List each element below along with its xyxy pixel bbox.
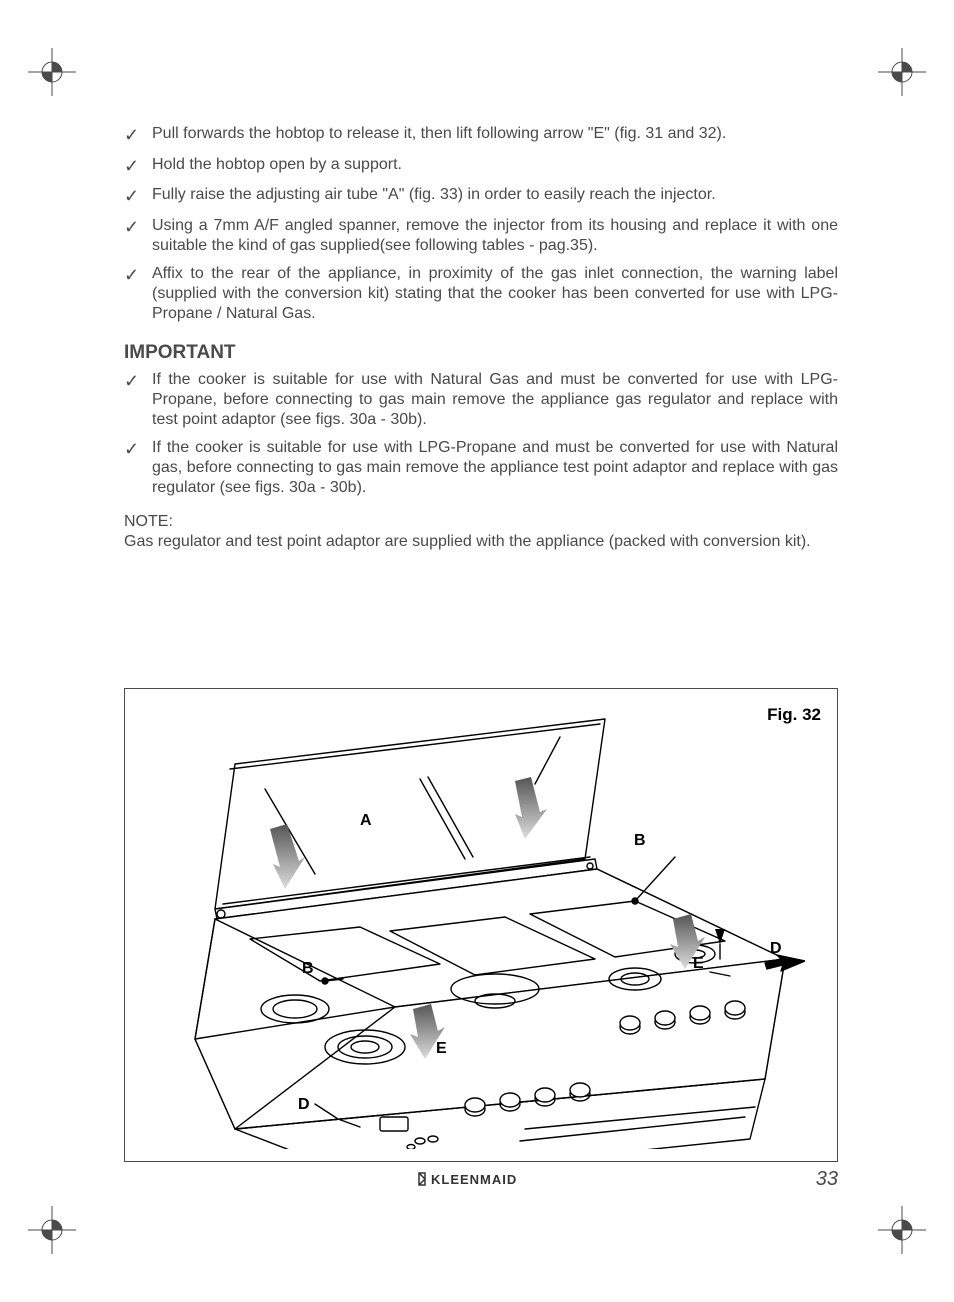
callout-B-left: B bbox=[302, 960, 314, 978]
page-content: ✓Pull forwards the hobtop to release it,… bbox=[124, 124, 838, 552]
callout-B-top: B bbox=[634, 832, 646, 850]
note-block: NOTE: Gas regulator and test point adapt… bbox=[124, 512, 838, 552]
instruction-list-important: ✓If the cooker is suitable for use with … bbox=[124, 370, 838, 498]
check-icon: ✓ bbox=[124, 185, 152, 208]
important-heading: IMPORTANT bbox=[124, 342, 838, 364]
instruction-text: If the cooker is suitable for use with N… bbox=[152, 370, 838, 430]
callout-E-right: E bbox=[693, 955, 704, 973]
check-icon: ✓ bbox=[124, 370, 152, 393]
brand-footer: KLEENMAID bbox=[0, 1170, 954, 1187]
callout-A: A bbox=[360, 812, 372, 830]
instruction-item: ✓Pull forwards the hobtop to release it,… bbox=[124, 124, 838, 147]
instruction-text: Affix to the rear of the appliance, in p… bbox=[152, 264, 838, 324]
callout-D-right: D bbox=[770, 940, 782, 958]
registration-mark-tl bbox=[28, 48, 76, 96]
callout-E-left: E bbox=[436, 1040, 447, 1058]
instruction-item: ✓Affix to the rear of the appliance, in … bbox=[124, 264, 838, 324]
registration-mark-bl bbox=[28, 1206, 76, 1254]
check-icon: ✓ bbox=[124, 216, 152, 239]
check-icon: ✓ bbox=[124, 155, 152, 178]
instruction-item: ✓If the cooker is suitable for use with … bbox=[124, 370, 838, 430]
registration-mark-tr bbox=[878, 48, 926, 96]
figure-32-box: Fig. 32 bbox=[124, 688, 838, 1162]
check-icon: ✓ bbox=[124, 264, 152, 287]
instruction-item: ✓Fully raise the adjusting air tube "A" … bbox=[124, 185, 838, 208]
cooker-diagram bbox=[165, 709, 805, 1149]
registration-mark-br bbox=[878, 1206, 926, 1254]
instruction-item: ✓Hold the hobtop open by a support. bbox=[124, 155, 838, 178]
instruction-text: Using a 7mm A/F angled spanner, remove t… bbox=[152, 216, 838, 256]
instruction-text: Hold the hobtop open by a support. bbox=[152, 155, 838, 175]
check-icon: ✓ bbox=[124, 124, 152, 147]
instruction-item: ✓Using a 7mm A/F angled spanner, remove … bbox=[124, 216, 838, 256]
callout-D-left: D bbox=[298, 1096, 310, 1114]
check-icon: ✓ bbox=[124, 438, 152, 461]
instruction-item: ✓If the cooker is suitable for use with … bbox=[124, 438, 838, 498]
instruction-text: Pull forwards the hobtop to release it, … bbox=[152, 124, 838, 144]
page-number: 33 bbox=[816, 1168, 838, 1191]
instruction-text: If the cooker is suitable for use with L… bbox=[152, 438, 838, 498]
instruction-list-top: ✓Pull forwards the hobtop to release it,… bbox=[124, 124, 838, 324]
instruction-text: Fully raise the adjusting air tube "A" (… bbox=[152, 185, 838, 205]
svg-text:KLEENMAID: KLEENMAID bbox=[431, 1172, 517, 1187]
note-text: Gas regulator and test point adaptor are… bbox=[124, 533, 811, 550]
note-label: NOTE: bbox=[124, 513, 173, 530]
